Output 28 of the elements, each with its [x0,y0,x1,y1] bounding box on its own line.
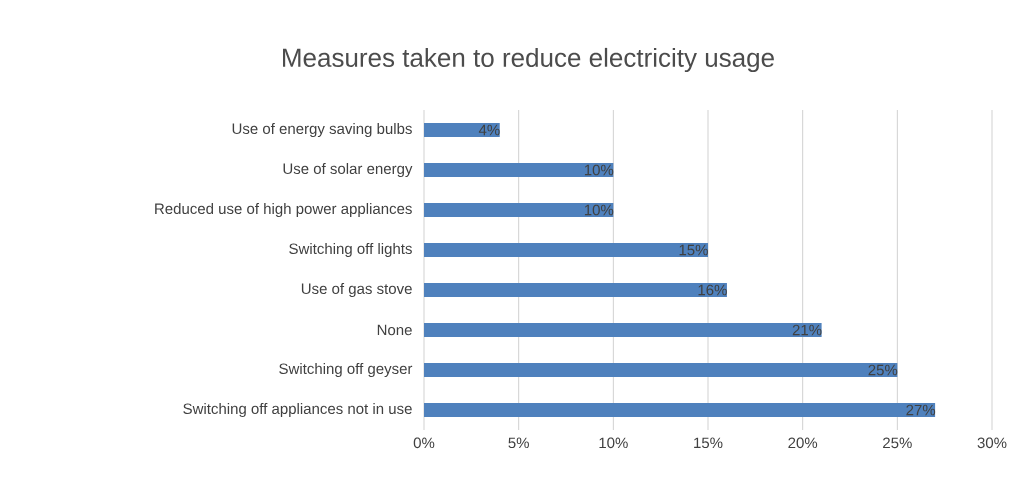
x-tick-label: 25% [883,437,912,449]
y-tick-label: Switching off geyser [279,363,413,377]
bar [424,283,727,298]
bar [424,403,936,418]
y-tick-label: Switching off lights [289,243,412,257]
y-tick-label: Use of gas stove [301,283,412,297]
bar [424,363,898,377]
y-tick-label: Reduced use of high power appliances [155,203,412,217]
x-tick-label: 5% [508,437,529,449]
bar [424,203,614,218]
chart-title: Measures taken to reduce electricity usage [283,47,774,73]
data-label: 15% [679,244,708,256]
x-tick-label: 20% [788,437,818,449]
x-tick-label: 10% [599,437,628,449]
data-label: 4% [478,124,500,136]
y-tick-label: None [377,324,412,336]
data-label: 16% [698,284,727,296]
y-tick-label: Use of energy saving bulbs [232,123,412,137]
x-tick-label: 15% [694,437,723,449]
bar [424,243,709,258]
y-tick-label: Switching off appliances not in use [183,403,412,417]
bar [424,123,500,138]
data-label: 27% [906,404,936,416]
x-tick-label: 0% [413,437,435,449]
y-tick-label: Use of solar energy [283,163,413,177]
x-tick-label: 30% [977,437,1007,449]
bar [424,323,822,337]
bar [424,163,614,177]
